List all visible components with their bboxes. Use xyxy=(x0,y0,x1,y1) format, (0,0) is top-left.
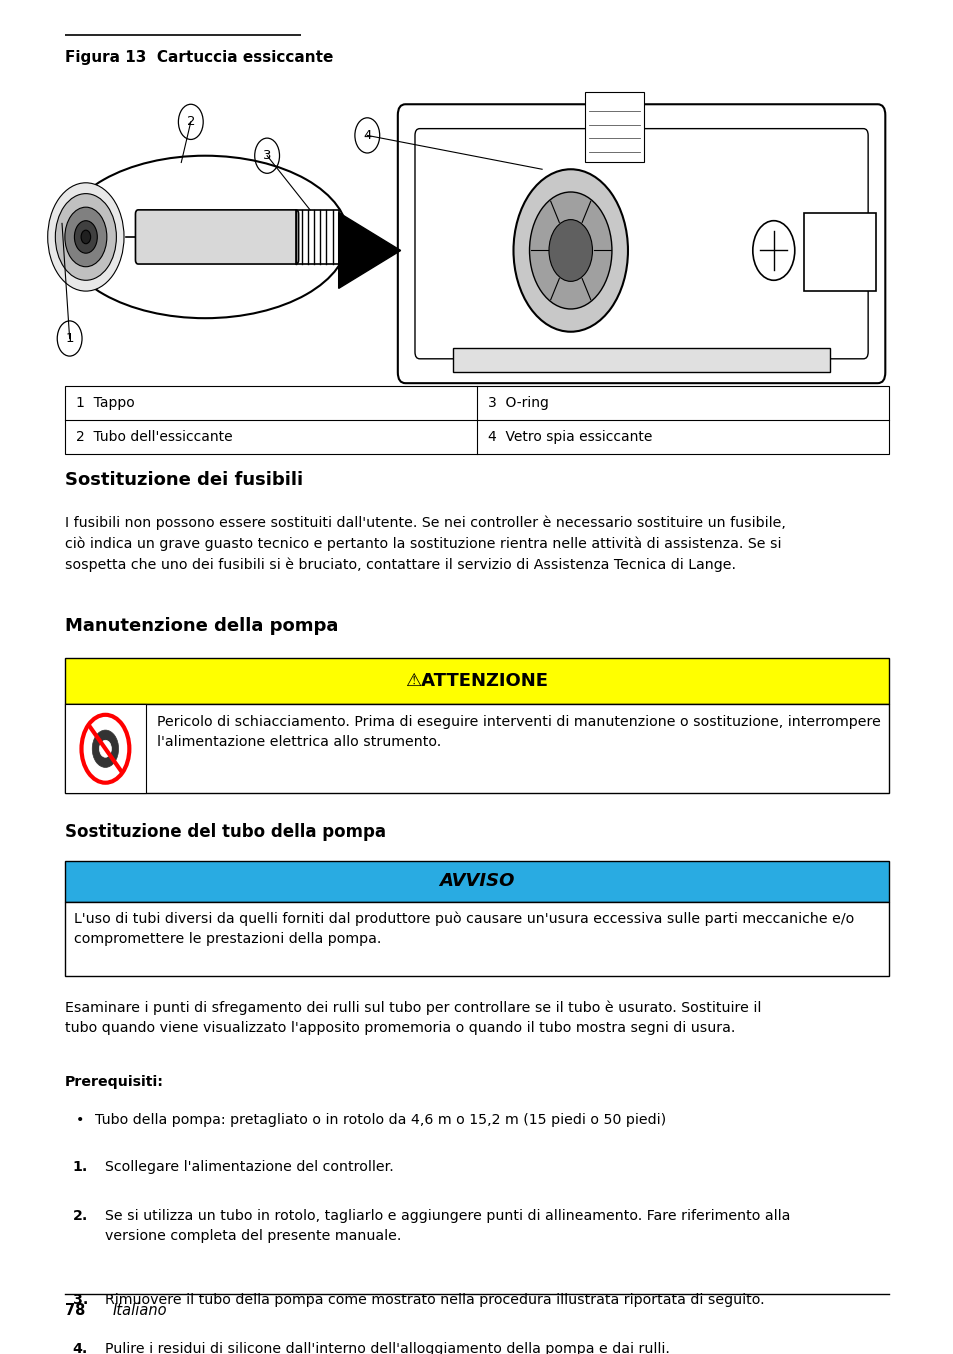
Text: Pulire i residui di silicone dall'interno dell'alloggiamento della pompa e dai r: Pulire i residui di silicone dall'intern… xyxy=(105,1342,669,1354)
Text: Manutenzione della pompa: Manutenzione della pompa xyxy=(65,617,338,635)
Text: L'uso di tubi diversi da quelli forniti dal produttore può causare un'usura ecce: L'uso di tubi diversi da quelli forniti … xyxy=(74,911,854,946)
Text: Figura 13  Cartuccia essiccante: Figura 13 Cartuccia essiccante xyxy=(65,50,333,65)
Text: Sostituzione del tubo della pompa: Sostituzione del tubo della pompa xyxy=(65,823,385,841)
Text: 1  Tappo: 1 Tappo xyxy=(76,395,135,410)
Text: Se si utilizza un tubo in rotolo, tagliarlo e aggiungere punti di allineamento. : Se si utilizza un tubo in rotolo, taglia… xyxy=(105,1209,789,1243)
Polygon shape xyxy=(338,213,400,288)
Circle shape xyxy=(529,192,611,309)
Text: 1.: 1. xyxy=(72,1160,88,1174)
Bar xyxy=(65,902,888,976)
Text: 4.: 4. xyxy=(72,1342,88,1354)
Circle shape xyxy=(99,741,112,757)
Bar xyxy=(453,348,829,372)
Text: 1: 1 xyxy=(66,332,73,345)
Text: Prerequisiti:: Prerequisiti: xyxy=(65,1075,164,1089)
Text: Tubo della pompa: pretagliato o in rotolo da 4,6 m o 15,2 m (15 piedi o 50 piedi: Tubo della pompa: pretagliato o in rotol… xyxy=(95,1113,666,1127)
Circle shape xyxy=(74,221,97,253)
Circle shape xyxy=(48,183,124,291)
Text: Sostituzione dei fusibili: Sostituzione dei fusibili xyxy=(65,471,303,489)
FancyBboxPatch shape xyxy=(135,210,298,264)
Bar xyxy=(65,658,888,704)
Text: 3.: 3. xyxy=(72,1293,88,1307)
Bar xyxy=(65,704,888,793)
Circle shape xyxy=(548,219,592,282)
Bar xyxy=(584,92,643,162)
Bar xyxy=(65,704,146,793)
Text: 4  Vetro spia essiccante: 4 Vetro spia essiccante xyxy=(488,429,652,444)
Circle shape xyxy=(55,194,116,280)
Text: I fusibili non possono essere sostituiti dall'utente. Se nei controller è necess: I fusibili non possono essere sostituiti… xyxy=(65,516,785,571)
Text: Pericolo di schiacciamento. Prima di eseguire interventi di manutenzione o sosti: Pericolo di schiacciamento. Prima di ese… xyxy=(157,715,881,749)
Text: Rimuovere il tubo della pompa come mostrato nella procedura illustrata riportata: Rimuovere il tubo della pompa come mostr… xyxy=(105,1293,763,1307)
FancyBboxPatch shape xyxy=(397,104,884,383)
Circle shape xyxy=(92,730,118,768)
Circle shape xyxy=(65,207,107,267)
Bar xyxy=(295,210,338,264)
Text: Esaminare i punti di sfregamento dei rulli sul tubo per controllare se il tubo è: Esaminare i punti di sfregamento dei rul… xyxy=(65,1001,760,1036)
Text: 78: 78 xyxy=(65,1303,85,1317)
Text: AVVISO: AVVISO xyxy=(438,872,515,891)
Circle shape xyxy=(81,230,91,244)
Text: Italiano: Italiano xyxy=(112,1303,167,1317)
Text: 3: 3 xyxy=(263,149,271,162)
Bar xyxy=(65,386,888,454)
Circle shape xyxy=(752,221,794,280)
Text: •: • xyxy=(76,1113,85,1127)
Ellipse shape xyxy=(62,156,348,318)
Text: Scollegare l'alimentazione del controller.: Scollegare l'alimentazione del controlle… xyxy=(105,1160,394,1174)
Text: 3  O-ring: 3 O-ring xyxy=(488,395,549,410)
Bar xyxy=(65,861,888,902)
Text: 2  Tubo dell'essiccante: 2 Tubo dell'essiccante xyxy=(76,429,233,444)
Bar xyxy=(803,213,875,291)
Text: 2.: 2. xyxy=(72,1209,88,1223)
Text: ⚠ATTENZIONE: ⚠ATTENZIONE xyxy=(405,672,548,691)
Text: 4: 4 xyxy=(363,129,371,142)
Circle shape xyxy=(513,169,627,332)
Text: 2: 2 xyxy=(187,115,194,129)
FancyBboxPatch shape xyxy=(415,129,867,359)
